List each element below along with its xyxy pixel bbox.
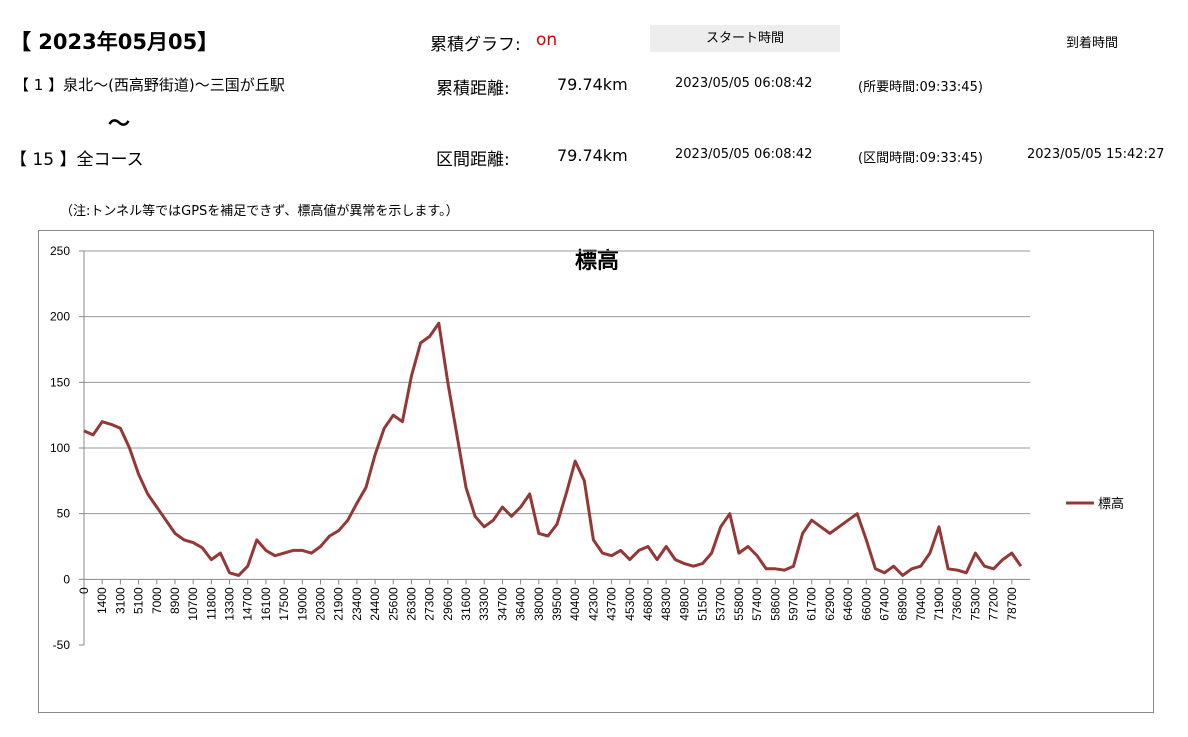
x-tick-label: 20300 [314,587,328,621]
x-tick-label: 10700 [186,587,200,621]
distance: 79.74km [557,75,628,94]
x-tick-label: 71900 [932,587,946,621]
x-tick-label: 16100 [259,587,273,621]
x-tick-label: 26300 [404,587,418,621]
x-tick-label: 58600 [768,587,782,621]
x-tick-label: 5100 [132,587,146,614]
x-tick-label: 73600 [950,587,964,621]
legend-label: 標高 [1098,496,1124,511]
distance-label: 区間距離: [436,150,510,170]
graph-label: 累積グラフ: [430,35,521,55]
chart-title: 標高 [575,248,619,273]
route: 【 1 】泉北～(西高野街道)～三国が丘駅 [14,76,285,94]
x-tick-label: 59700 [787,587,801,621]
x-tick-label: 8900 [168,587,182,614]
y-tick-label: 100 [50,441,70,455]
elapsed: (区間時間:09:33:45) [858,151,983,166]
x-tick-label: 49800 [677,587,691,621]
x-tick-label: 0 [77,587,91,594]
y-tick-label: -50 [53,638,71,652]
x-tick-label: 61700 [805,587,819,621]
x-tick-label: 42300 [586,587,600,621]
x-tick-label: 7000 [150,587,164,614]
date: 【 2023年05月05】 [10,30,219,54]
graph-state[interactable]: on [536,30,558,50]
x-tick-label: 57400 [750,587,764,621]
start-button[interactable]: スタート時間 [650,25,840,52]
route: 【 15 】全コース [10,150,144,170]
x-tick-label: 75300 [968,587,982,621]
x-tick-label: 27300 [423,587,437,621]
x-tick-label: 51500 [696,587,710,621]
x-tick-label: 24400 [368,587,382,621]
x-tick-label: 29600 [441,587,455,621]
x-tick-label: 19000 [295,587,309,621]
x-tick-label: 36400 [514,587,528,621]
start-time: 2023/05/05 06:08:42 [675,147,813,162]
x-tick-label: 25600 [386,587,400,621]
x-tick-label: 21900 [332,587,346,621]
elapsed: (所要時間:09:33:45) [858,80,983,95]
x-tick-label: 14700 [241,587,255,621]
chart-frame [38,230,1154,713]
x-tick-label: 1400 [95,587,109,614]
x-tick-label: 70400 [914,587,928,621]
x-tick-label: 17500 [277,587,291,621]
x-tick-label: 68900 [896,587,910,621]
x-tick-label: 34700 [495,587,509,621]
distance-label: 累積距離: [436,79,510,99]
x-tick-label: 33300 [477,587,491,621]
x-tick-label: 77200 [987,587,1001,621]
x-tick-label: 45300 [623,587,637,621]
y-tick-label: 0 [63,572,70,586]
x-tick-label: 11800 [204,587,218,620]
x-tick-label: 46800 [641,587,655,621]
x-tick-label: 53700 [714,587,728,621]
x-tick-label: 39500 [550,587,564,621]
x-tick-label: 64600 [841,587,855,621]
x-tick-label: 67400 [877,587,891,621]
y-tick-label: 150 [50,375,70,389]
y-tick-label: 250 [50,244,70,258]
distance: 79.74km [557,146,628,165]
x-tick-label: 13300 [223,587,237,621]
y-tick-label: 50 [57,507,71,521]
x-tick-label: 23400 [350,587,364,621]
x-tick-label: 48300 [659,587,673,621]
x-tick-label: 40400 [568,587,582,621]
x-tick-label: 78700 [1005,587,1019,621]
x-tick-label: 62900 [823,587,837,621]
arrival-label: 到着時間 [1066,36,1119,51]
tilde: ～ [108,112,131,137]
start-time: 2023/05/05 06:08:42 [675,76,813,91]
arrival-time: 2023/05/05 15:42:27 [1027,147,1165,162]
x-tick-label: 38000 [532,587,546,621]
y-tick-label: 200 [50,310,70,324]
x-tick-label: 43700 [605,587,619,621]
line [83,321,1023,577]
x-tick-label: 66000 [859,587,873,621]
note: （注:トンネル等ではGPSを補足できず、標高値が異常を示します。） [60,204,459,219]
x-tick-label: 55800 [732,587,746,621]
x-tick-label: 31600 [459,587,473,621]
x-tick-label: 3100 [113,587,127,614]
